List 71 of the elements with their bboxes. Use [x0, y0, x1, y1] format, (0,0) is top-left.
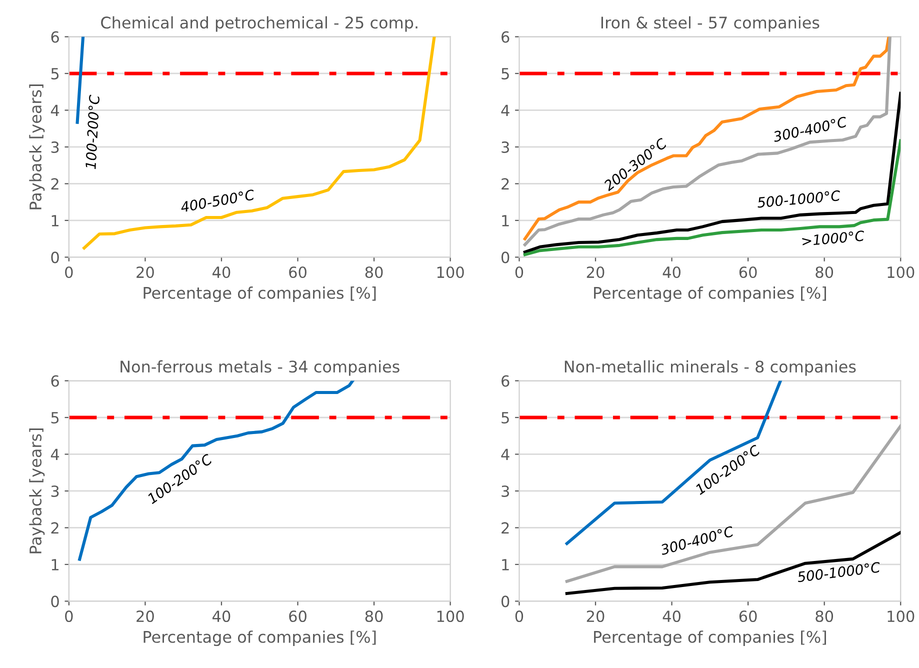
chart-title: Iron & steel - 57 companies [601, 16, 820, 32]
x-axis-title: Percentage of companies [%] [594, 630, 826, 646]
text: 100-200°C [85, 94, 100, 170]
x-tick-label: 60 [289, 266, 306, 278]
line-series [523, 92, 901, 254]
x-tick-label: 40 [662, 266, 680, 278]
x-tick-label: 0 [65, 266, 73, 278]
y-axis-title: Payback [years] [29, 84, 45, 210]
series-label: 500-1000°C [756, 190, 841, 208]
text: 400-500°C [180, 189, 256, 212]
y-tick-label: 2 [51, 178, 58, 190]
y-tick-label: 0 [51, 252, 59, 264]
y-tick-label: 2 [502, 178, 509, 190]
x-tick-label: 100 [888, 266, 914, 278]
y-tick-label: 0 [501, 596, 510, 608]
y-tick-label: 1 [52, 559, 58, 570]
y-tick-label: 3 [502, 141, 509, 153]
y-tick-label: 6 [502, 375, 510, 387]
y-tick-label: 4 [501, 104, 510, 116]
y-tick-label: 0 [51, 596, 59, 608]
y-tick-label: 4 [50, 448, 60, 460]
x-axis-title: Percentage of companies [%] [144, 286, 376, 302]
y-tick-label: 6 [51, 375, 59, 387]
y-tick-label: 4 [50, 104, 60, 116]
x-tick-label: 60 [739, 266, 757, 278]
x-tick-label: 20 [586, 266, 604, 278]
y-tick-label: 3 [51, 141, 59, 153]
x-tick-label: 80 [816, 610, 834, 622]
x-tick-label: 0 [65, 610, 73, 622]
x-axis-title: Percentage of companies [%] [144, 630, 376, 646]
y-tick-label: 2 [51, 522, 58, 534]
y-tick-label: 1 [502, 559, 509, 570]
x-tick-label: 20 [136, 610, 154, 622]
x-tick-label: 40 [662, 610, 680, 622]
x-tick-label: 100 [437, 610, 464, 622]
y-tick-label: 2 [502, 522, 509, 534]
line-series [565, 424, 901, 583]
x-tick-label: 80 [365, 610, 383, 622]
y-tick-label: 5 [502, 412, 509, 424]
series-label: >1000°C [802, 230, 865, 246]
y-tick-label: 1 [502, 215, 509, 226]
y-tick-label: 0 [501, 252, 510, 264]
x-axis-title: Percentage of companies [%] [594, 286, 826, 302]
y-tick-label: 6 [502, 31, 510, 43]
x-tick-label: 80 [816, 266, 834, 278]
x-tick-label: 20 [586, 610, 604, 622]
text: 500-1000°C [796, 562, 881, 582]
chart-title: Non-metallic minerals - 8 companies [564, 360, 856, 376]
y-tick-label: 5 [51, 412, 59, 424]
x-tick-label: 40 [212, 266, 230, 278]
chart-title: Chemical and petrochemical - 25 comp. [101, 16, 418, 32]
x-tick-label: 100 [888, 610, 914, 622]
y-tick-label: 1 [52, 215, 58, 226]
x-tick-label: 0 [515, 266, 524, 278]
y-tick-label: 5 [502, 68, 509, 80]
line-series [78, 380, 354, 561]
x-tick-label: 80 [365, 266, 383, 278]
y-tick-label: 6 [51, 31, 59, 43]
x-tick-label: 40 [212, 610, 230, 622]
x-tick-label: 60 [289, 610, 306, 622]
x-tick-label: 100 [437, 266, 464, 278]
y-tick-label: 3 [502, 485, 509, 497]
y-tick-label: 3 [51, 485, 59, 497]
chart-title: Non-ferrous metals - 34 companies [120, 360, 400, 376]
y-tick-label: 4 [501, 448, 510, 460]
line-series [82, 36, 436, 250]
y-tick-label: 5 [51, 68, 59, 80]
x-tick-label: 0 [515, 610, 524, 622]
x-tick-label: 60 [739, 610, 757, 622]
x-tick-label: 20 [136, 266, 154, 278]
y-axis-title: Payback [years] [29, 428, 45, 554]
